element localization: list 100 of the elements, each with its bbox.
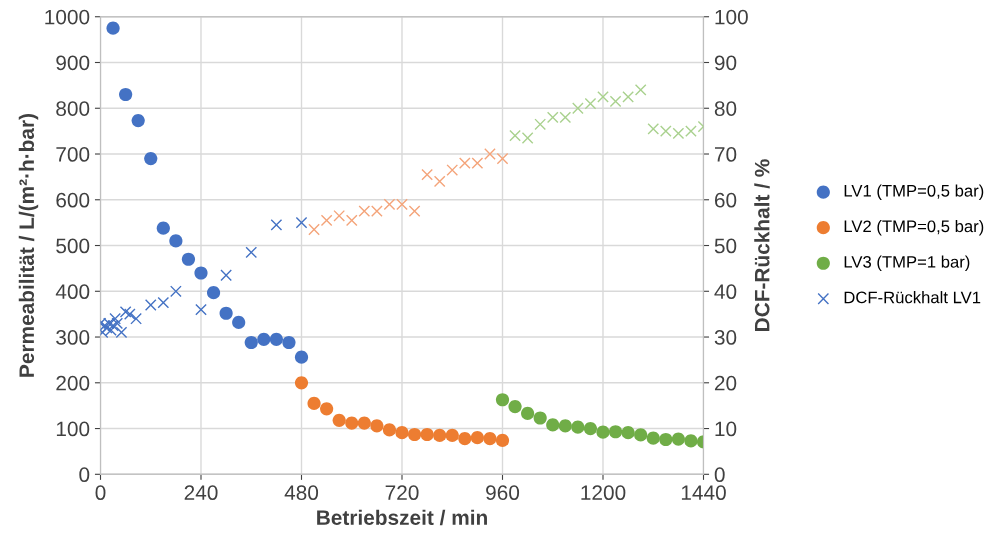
point: [609, 95, 622, 108]
point: [583, 421, 598, 436]
point: [646, 431, 660, 445]
point: [684, 434, 698, 448]
point: [320, 214, 333, 227]
point: [533, 411, 547, 425]
y-tick-label: 800: [56, 101, 90, 117]
point: [156, 221, 170, 235]
point: [345, 214, 358, 227]
point: [219, 306, 233, 320]
point: [496, 152, 509, 165]
point: [345, 416, 359, 430]
point: [370, 419, 384, 433]
y2-tick-label: 80: [714, 101, 737, 117]
point: [659, 432, 673, 447]
x-tick-label: 1200: [581, 485, 626, 501]
y-tick-label: 700: [56, 147, 90, 162]
point: [170, 285, 182, 298]
y-tick-label: 600: [56, 192, 90, 208]
legend-label: LV3 (TMP=1 bar): [844, 255, 970, 272]
legend-label: LV2 (TMP=0,5 bar): [844, 219, 984, 236]
y2-tick-label: 10: [715, 421, 737, 437]
point: [596, 425, 610, 439]
point: [282, 335, 296, 350]
y2-tick-label: 50: [714, 238, 737, 254]
point: [320, 402, 334, 416]
point: [307, 396, 321, 410]
point: [270, 219, 283, 231]
point: [257, 332, 271, 346]
y2-tick-label: 70: [714, 147, 737, 162]
y-tick-label: 100: [56, 421, 90, 437]
x-tick-label: 1440: [681, 485, 726, 501]
point: [483, 432, 497, 446]
point: [420, 427, 434, 442]
point: [332, 413, 346, 427]
point: [597, 90, 609, 103]
point: [130, 312, 142, 325]
point: [308, 223, 320, 236]
y-tick-label: 300: [56, 330, 90, 345]
point: [195, 303, 207, 316]
y2-tick-label: 100: [715, 9, 748, 25]
point: [333, 209, 346, 222]
point: [144, 152, 158, 166]
point: [534, 118, 547, 131]
point: [206, 286, 221, 300]
point: [508, 399, 522, 414]
point: [194, 266, 208, 280]
point: [294, 350, 309, 364]
point: [484, 148, 496, 160]
point: [131, 114, 145, 128]
legend-label: DCF-Rückhalt LV1: [844, 291, 981, 304]
point: [572, 102, 584, 115]
y-tick-label: 400: [55, 284, 90, 300]
y2-tick-label: 20: [714, 375, 737, 391]
point: [408, 205, 421, 218]
point: [634, 428, 648, 442]
point: [433, 428, 447, 442]
point: [123, 308, 136, 320]
y2-tick-label: 30: [714, 330, 737, 345]
y2-axis-title: DCF-Rückhalt / %: [754, 159, 770, 331]
point: [395, 426, 409, 440]
point: [608, 425, 623, 439]
x-tick-label: 240: [184, 485, 218, 501]
point: [445, 428, 459, 442]
y2-tick-label: 60: [714, 192, 737, 208]
point: [621, 426, 635, 440]
y-tick-label: 1000: [45, 9, 90, 25]
point: [244, 335, 258, 350]
point: [382, 423, 397, 437]
point: [109, 312, 122, 325]
y2-tick-label: 90: [714, 55, 737, 71]
y-tick-label: 900: [56, 55, 90, 71]
point: [495, 433, 510, 448]
point: [232, 315, 246, 329]
point: [521, 406, 535, 421]
point: [446, 164, 459, 176]
point: [269, 332, 283, 346]
point: [421, 168, 433, 181]
point: [584, 97, 597, 110]
x-tick-label: 960: [486, 485, 520, 501]
x-tick-label: 480: [284, 485, 319, 501]
y2-tick-label: 0: [714, 467, 725, 483]
point: [119, 306, 132, 318]
point: [407, 427, 422, 442]
point: [220, 269, 232, 282]
point: [571, 420, 585, 434]
y2-tick-label: 40: [714, 284, 737, 300]
point: [546, 418, 560, 432]
y-tick-label: 500: [56, 238, 90, 254]
legend-label: LV1 (TMP=0,5 bar): [844, 184, 984, 200]
point: [106, 21, 120, 35]
point: [245, 246, 258, 259]
point: [622, 90, 634, 103]
point: [433, 175, 446, 188]
point: [294, 376, 309, 390]
x-tick-label: 720: [385, 485, 419, 501]
point: [458, 432, 472, 446]
y-tick-label: 0: [79, 467, 90, 483]
x-tick-label: 0: [95, 485, 106, 501]
point: [169, 234, 183, 248]
